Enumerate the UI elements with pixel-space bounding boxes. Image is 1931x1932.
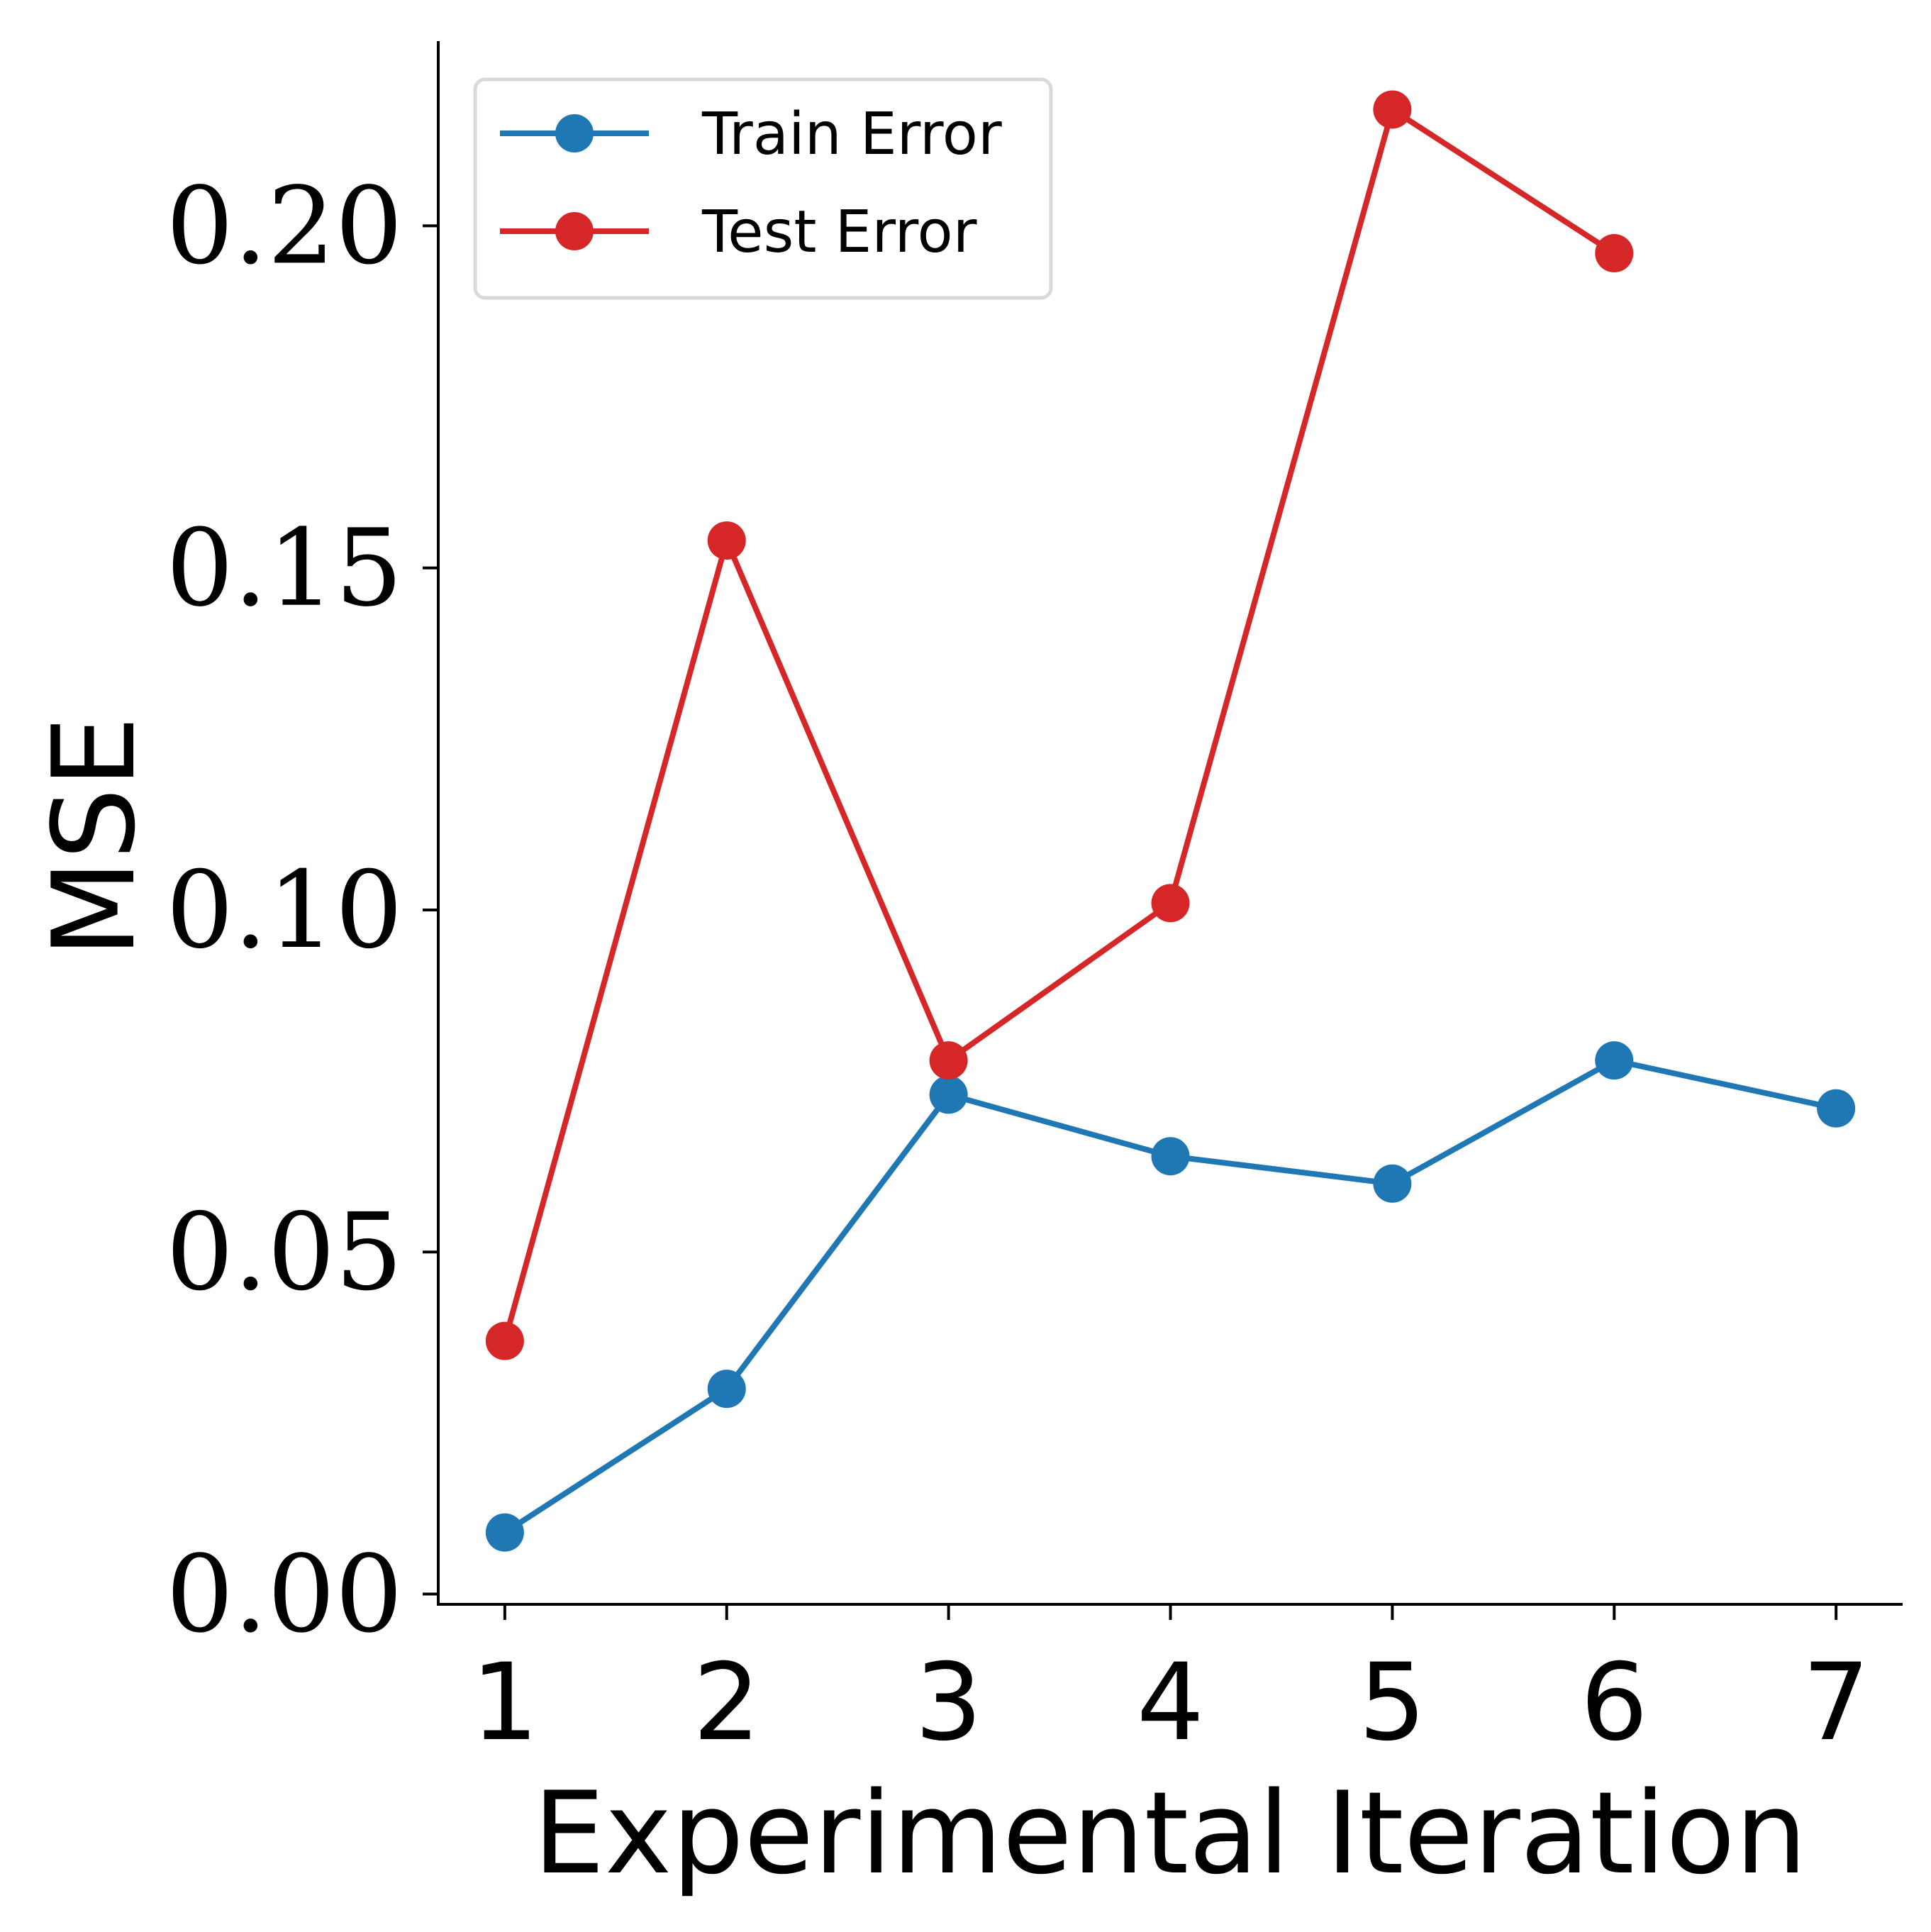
- x-tick-label: 5: [1359, 1641, 1426, 1765]
- legend-train-label: Train Error: [701, 101, 1002, 168]
- x-tick-label: 3: [915, 1641, 982, 1765]
- y-tick-label: 0.20: [166, 165, 403, 288]
- train-error-point: [1817, 1089, 1856, 1128]
- test-error-point: [929, 1041, 968, 1080]
- series-layer: [485, 90, 1856, 1552]
- test-error-point: [707, 521, 746, 560]
- train-error-point: [707, 1370, 746, 1409]
- y-tick-label: 0.10: [166, 849, 403, 972]
- y-tick-label: 0.00: [166, 1533, 403, 1657]
- x-axis-ticks: 1 2 3 4 5 6 7: [471, 1604, 1870, 1765]
- train-error-point: [1373, 1164, 1412, 1203]
- test-error-point: [1151, 884, 1190, 923]
- y-axis-ticks: 0.00 0.05 0.10 0.15 0.20: [166, 165, 438, 1657]
- x-tick-label: 6: [1581, 1641, 1648, 1765]
- y-tick-label: 0.05: [166, 1191, 403, 1314]
- train-error-point: [929, 1075, 968, 1114]
- legend-train-marker: [555, 114, 594, 152]
- y-axis-title: MSE: [28, 716, 160, 958]
- x-tick-label: 7: [1802, 1641, 1869, 1765]
- legend-test-label: Test Error: [701, 199, 977, 266]
- x-tick-label: 4: [1137, 1641, 1204, 1765]
- test-error-point: [485, 1321, 524, 1360]
- x-axis-title: Experimental Iteration: [533, 1767, 1807, 1899]
- train-error-line: [503, 1057, 1837, 1536]
- y-tick-label: 0.15: [166, 507, 403, 631]
- train-error-point: [1595, 1041, 1634, 1080]
- test-error-line: [502, 106, 1616, 1342]
- legend-test-marker: [555, 212, 594, 250]
- legend: Train Error Test Error: [473, 77, 1053, 300]
- x-tick-label: 1: [471, 1641, 538, 1765]
- train-error-point: [485, 1513, 524, 1552]
- test-error-point: [1373, 90, 1412, 129]
- x-tick-label: 2: [693, 1641, 760, 1765]
- train-error-point: [1151, 1137, 1190, 1176]
- test-error-point: [1595, 234, 1634, 273]
